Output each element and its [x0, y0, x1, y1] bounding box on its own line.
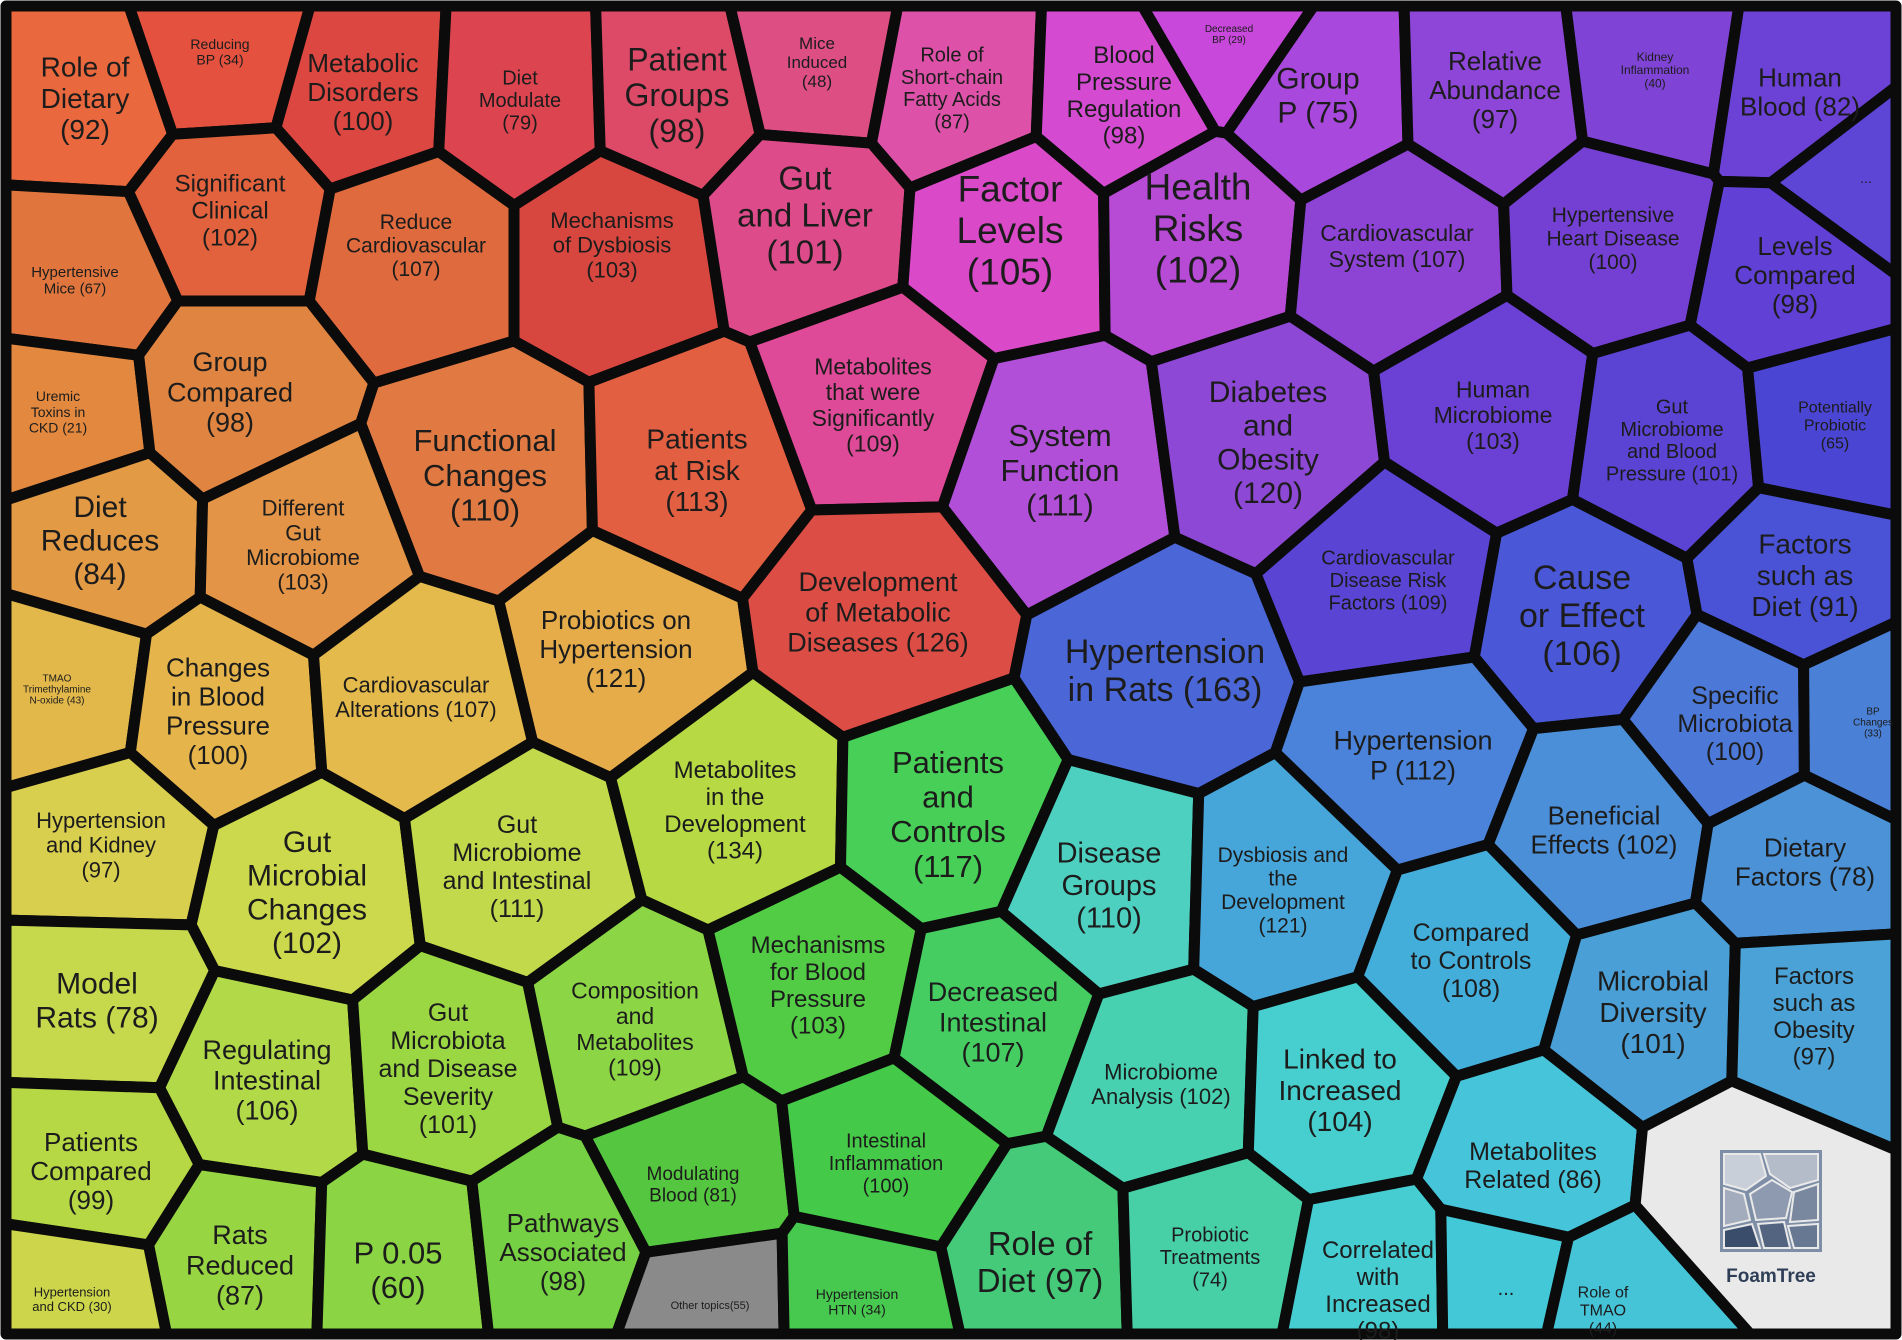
foamtree-logo-tile	[1723, 1186, 1752, 1228]
foamtree-logo-tile	[1762, 1153, 1819, 1190]
cell-hypertension-htn[interactable]	[776, 1210, 966, 1340]
foamtree-logo-tile	[1723, 1222, 1762, 1249]
cell-hypertension-and-ckd[interactable]	[0, 1218, 172, 1340]
foamtree-logo-tile	[1748, 1178, 1794, 1222]
foamtree-logo-tile	[1786, 1222, 1819, 1249]
foamtree-logo: FoamTree	[1720, 1150, 1822, 1287]
foamtree-logo-tile	[1788, 1182, 1819, 1224]
foamtree-logo-text: FoamTree	[1726, 1266, 1816, 1287]
cell-correlated-with-increased[interactable]	[1276, 1173, 1449, 1340]
cell-p-0-05[interactable]	[311, 1148, 494, 1340]
cell-probiotic-treatments[interactable]	[1117, 1147, 1314, 1340]
foamtree-logo-tile	[1723, 1153, 1768, 1192]
foamtree-logo-tile	[1756, 1220, 1792, 1249]
